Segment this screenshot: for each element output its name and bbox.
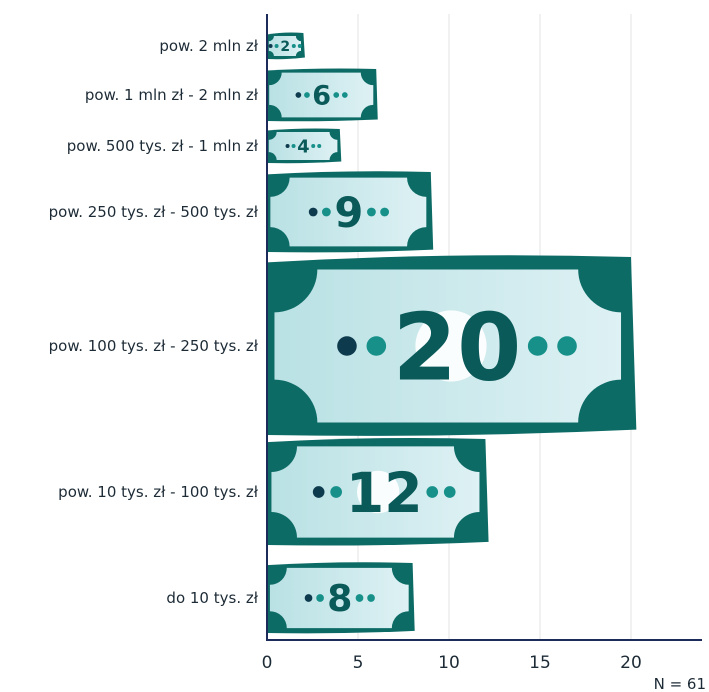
- bar-value-label: 12: [346, 461, 423, 525]
- banknote-dot: [291, 144, 296, 148]
- x-tick-label: 10: [438, 653, 460, 673]
- banknote-panel: [269, 72, 374, 118]
- banknote-dot: [426, 486, 439, 498]
- category-label: pow. 10 tys. zł - 100 tys. zł: [58, 483, 259, 501]
- banknote-dot: [304, 92, 310, 98]
- banknote-dot: [291, 44, 296, 48]
- banknote-panel: [268, 132, 338, 160]
- bar-banknote: 6: [267, 68, 378, 122]
- bar-value-label: 20: [393, 293, 522, 401]
- banknote-dot: [443, 486, 456, 498]
- banknote-dot: [333, 92, 340, 98]
- banknote-panel: [270, 177, 427, 247]
- banknote-dot: [297, 44, 302, 48]
- banknote-dot: [285, 144, 290, 148]
- banknote-dot: [274, 44, 279, 48]
- banknote-dot: [557, 336, 577, 356]
- banknote-dot: [308, 207, 318, 217]
- banknote-dot: [317, 144, 322, 148]
- banknote-dot: [330, 486, 342, 498]
- bars: 2 6 4 9 20 12 8: [267, 32, 637, 634]
- bar-value-label: 9: [334, 188, 363, 237]
- bar-banknote: 8: [267, 562, 415, 634]
- banknote-panel: [268, 36, 301, 56]
- category-labels: pow. 2 mln zł pow. 1 mln zł - 2 mln zł pow…: [49, 37, 259, 607]
- category-label: pow. 500 tys. zł - 1 mln zł: [67, 137, 259, 155]
- banknote-dot: [321, 207, 331, 217]
- banknote-dot: [304, 594, 313, 602]
- banknote-dot: [367, 594, 375, 602]
- bar-value-label: 6: [312, 81, 331, 112]
- banknote-dot: [341, 92, 348, 98]
- banknote-dot: [380, 207, 390, 217]
- category-label: do 10 tys. zł: [166, 589, 258, 607]
- x-tick-label: 20: [620, 653, 642, 673]
- bar-banknote: 12: [267, 437, 489, 546]
- banknote-dot: [527, 336, 548, 356]
- bar-banknote: 2: [267, 32, 305, 60]
- bar-value-label: 2: [280, 39, 290, 55]
- banknote-dot: [268, 44, 273, 48]
- banknote-medallion: [415, 310, 487, 382]
- banknote-dot: [295, 92, 302, 98]
- axes: 0 5 10 15 20: [262, 14, 702, 673]
- bar-banknote: 20: [267, 255, 637, 436]
- banknote-dot: [337, 336, 357, 356]
- banknote-dot: [367, 207, 376, 217]
- x-tick-label: 15: [529, 653, 551, 673]
- category-label: pow. 2 mln zł: [159, 37, 258, 55]
- bar-banknote: 4: [267, 128, 342, 164]
- category-label: pow. 100 tys. zł - 250 tys. zł: [49, 337, 259, 355]
- banknote-medallion: [357, 470, 400, 514]
- banknote-dot: [366, 336, 387, 356]
- banknote-panel: [269, 567, 409, 629]
- bar-value-label: 4: [297, 137, 309, 157]
- banknote-dot: [316, 594, 324, 602]
- banknote-dot: [312, 486, 325, 498]
- sample-size-note: N = 61: [654, 675, 706, 692]
- bar-value-label: 8: [327, 577, 352, 620]
- category-label: pow. 1 mln zł - 2 mln zł: [85, 86, 259, 104]
- banknote-dot: [355, 594, 364, 602]
- bar-banknote: 9: [267, 171, 434, 253]
- x-tick-label: 5: [353, 653, 364, 673]
- banknote-dot: [311, 144, 316, 148]
- x-tick-label: 0: [262, 653, 273, 673]
- category-label: pow. 250 tys. zł - 500 tys. zł: [49, 203, 259, 221]
